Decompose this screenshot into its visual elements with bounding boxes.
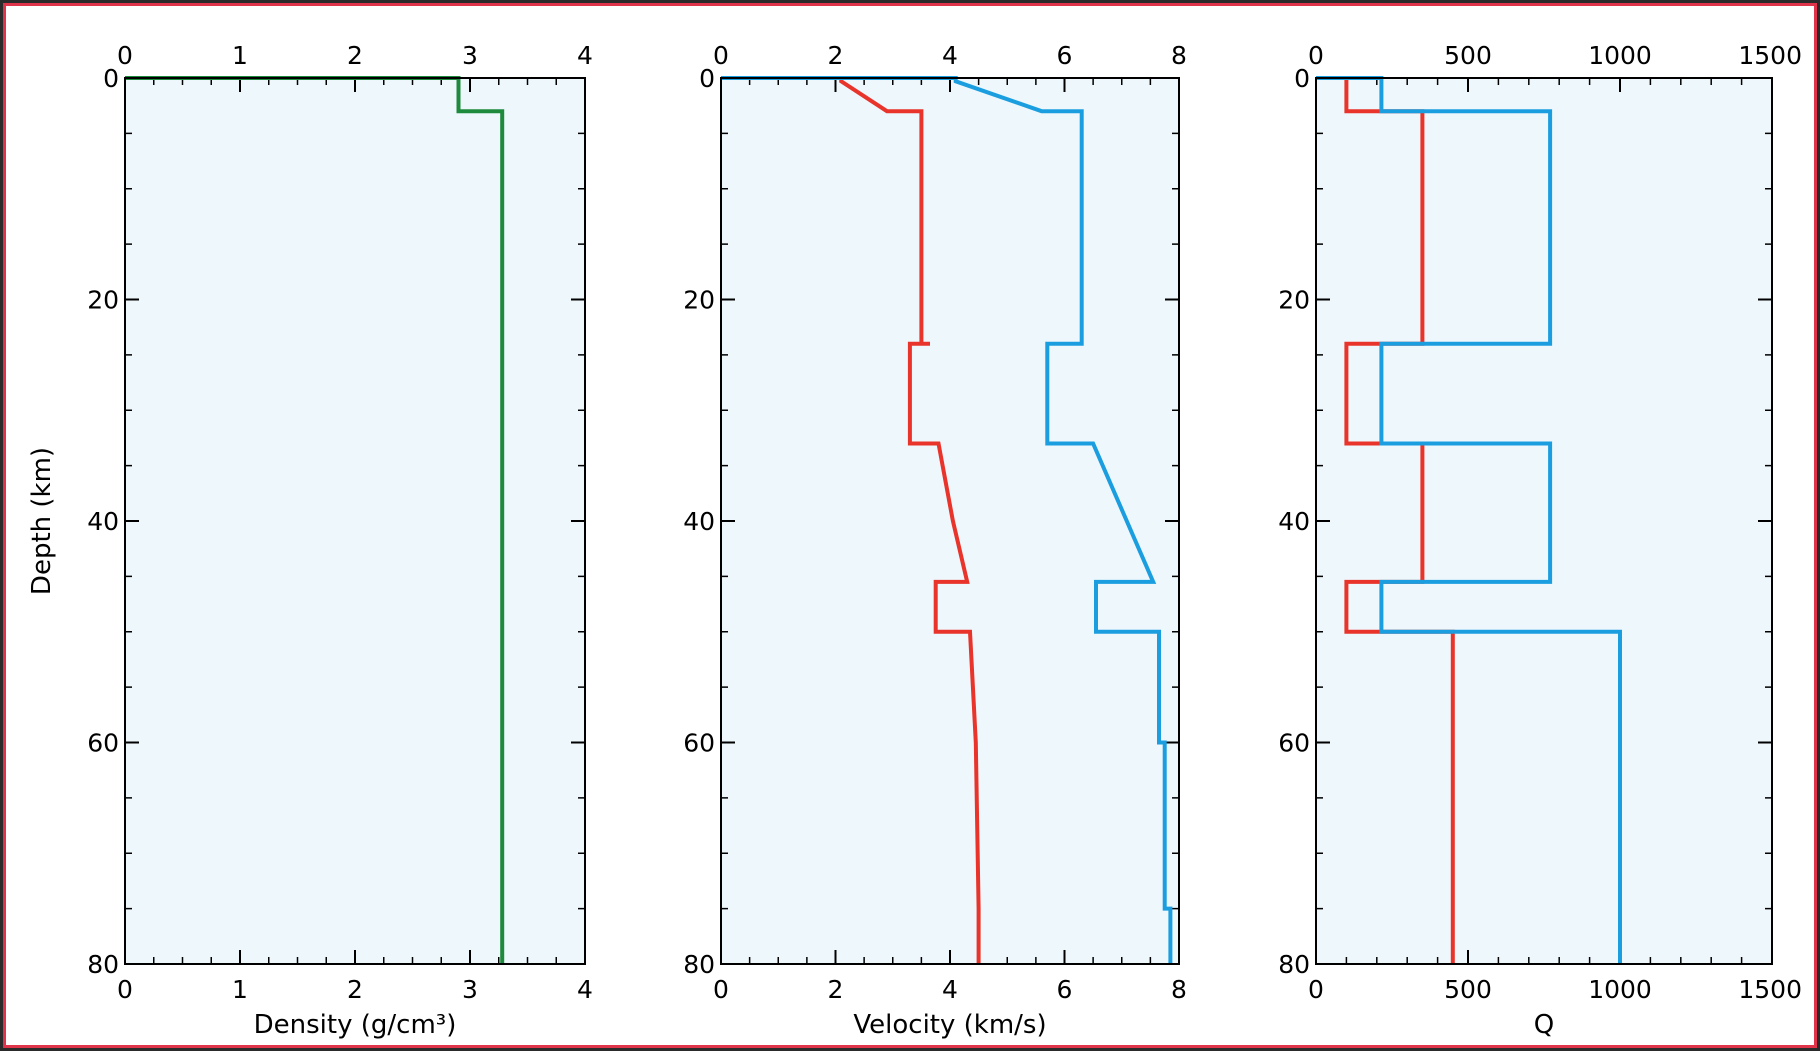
panel-3-axes-frame [1315, 77, 1773, 965]
panel-3-x-tick-label-bottom: 1500 [1738, 975, 1802, 1004]
figure-frame: 0 0 1 1 2 2 3 3 4 4 0 20 40 60 80 Density (g/cm³) Depth … [3, 3, 1817, 1048]
panel-2-axes-frame [720, 77, 1180, 965]
panel-2-x-axis-label: Velocity (km/s) [853, 1010, 1046, 1040]
panel-2-series-1-line [721, 76, 981, 964]
panel-2-y-tick-label: 80 [683, 950, 715, 979]
panel-1-x-tick-label-bottom: 4 [577, 975, 593, 1004]
panel-2-x-tick-label-bottom: 0 [713, 975, 729, 1004]
panel-1-x-tick-label-top: 2 [347, 41, 363, 70]
panel-2-x-tick-label-bottom: 6 [1057, 975, 1073, 1004]
panel-1-x-tick-label-top: 0 [117, 41, 133, 70]
panel-2-x-tick-label-top: 4 [942, 41, 958, 70]
panel-1-x-tick-label-bottom: 2 [347, 975, 363, 1004]
panel-3-x-tick-label-bottom: 500 [1444, 975, 1492, 1004]
panel-1-x-axis-label: Density (g/cm³) [254, 1010, 457, 1040]
panel-2-x-tick-label-top: 6 [1057, 41, 1073, 70]
panel-2-x-tick-label-bottom: 2 [828, 975, 844, 1004]
panel-1-y-tick-label: 80 [87, 950, 119, 979]
panel-1-y-axis-label: Depth (km) [27, 447, 57, 595]
panel-3-x-tick-label-bottom: 1000 [1588, 975, 1652, 1004]
panel-2-y-tick-label: 40 [683, 507, 715, 536]
panel-1-x-tick-label-bottom: 1 [232, 975, 248, 1004]
panel-2-y-tick-label: 0 [699, 64, 715, 93]
panel-1-x-tick-label-top: 4 [577, 41, 593, 70]
panel-3-x-tick-label-top: 1000 [1588, 41, 1652, 70]
panel-2-x-tick-label-bottom: 8 [1171, 975, 1187, 1004]
panel-3-x-tick-label-top: 0 [1308, 41, 1324, 70]
panel-1-x-tick-label-bottom: 3 [462, 975, 478, 1004]
panel-3-x-tick-label-bottom: 0 [1308, 975, 1324, 1004]
panel-3-y-tick-label: 20 [1278, 286, 1310, 315]
panel-1-x-tick-label-top: 1 [232, 41, 248, 70]
panel-3-x-tick-label-top: 1500 [1738, 41, 1802, 70]
panel-1-y-tick-label: 20 [87, 286, 119, 315]
panel-3-plot-area [1316, 78, 1772, 964]
panel-2-x-tick-label-top: 8 [1171, 41, 1187, 70]
panel-1-plot-area [125, 78, 585, 964]
panel-2-x-tick-label-bottom: 4 [942, 975, 958, 1004]
panel-2-x-tick-label-top: 2 [828, 41, 844, 70]
panel-1-axes-frame [124, 77, 586, 965]
panel-1-x-tick-label-bottom: 0 [117, 975, 133, 1004]
panel-2-plot-area [721, 78, 1179, 964]
panel-1-y-tick-label: 0 [103, 64, 119, 93]
panel-2-x-tick-label-top: 0 [713, 41, 729, 70]
panel-3-y-tick-label: 40 [1278, 507, 1310, 536]
panel-3-x-axis-label: Q [1534, 1010, 1554, 1040]
panel-1-y-tick-label: 60 [87, 729, 119, 758]
panel-3-y-tick-label: 0 [1294, 64, 1310, 93]
panel-2-y-tick-label: 20 [683, 286, 715, 315]
panel-3-x-tick-label-top: 500 [1444, 41, 1492, 70]
panel-2-y-tick-label: 60 [683, 729, 715, 758]
panel-2-series-2-line [721, 76, 1173, 964]
panel-3-y-tick-label: 80 [1278, 950, 1310, 979]
panel-3-series-2-line [1316, 76, 1622, 964]
panel-1-x-tick-label-top: 3 [462, 41, 478, 70]
panel-1-y-tick-label: 40 [87, 507, 119, 536]
panel-3-y-tick-label: 60 [1278, 729, 1310, 758]
